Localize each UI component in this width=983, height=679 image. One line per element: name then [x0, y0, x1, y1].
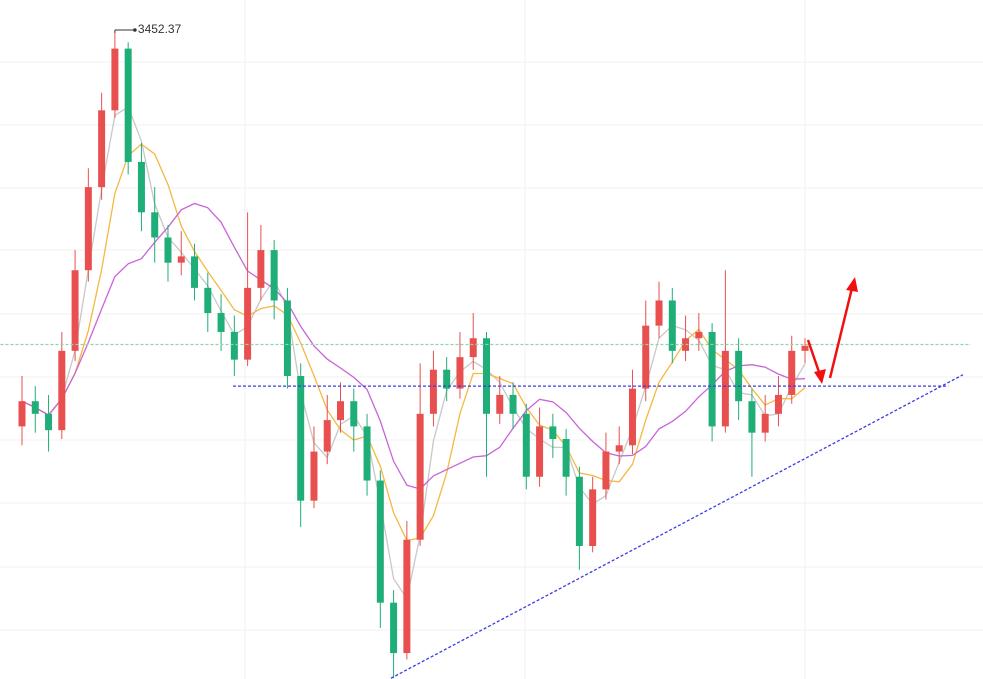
candle-body — [774, 394, 782, 414]
candle-body — [628, 388, 636, 446]
candle-body — [735, 350, 743, 402]
candle-body — [602, 451, 610, 490]
candle-body — [337, 401, 345, 421]
candle-body — [456, 357, 464, 389]
candle-body — [257, 250, 265, 288]
candle-body — [230, 331, 238, 360]
candle-body — [390, 602, 398, 654]
candle-body — [761, 413, 769, 433]
candle-body — [283, 300, 291, 377]
candle-body — [124, 48, 132, 162]
candle-body — [549, 426, 557, 439]
candle-body — [403, 539, 411, 654]
candle-body — [416, 413, 424, 540]
candle-body — [509, 394, 517, 414]
arrow-head — [814, 369, 826, 384]
arrow — [828, 287, 854, 379]
candle-body — [668, 300, 676, 351]
candle-body — [98, 110, 106, 188]
arrow-head — [846, 277, 858, 292]
candle-body — [469, 338, 477, 358]
candle-body — [310, 451, 318, 501]
candle-body — [204, 287, 212, 314]
candle-body — [151, 212, 159, 238]
candle-body — [71, 270, 79, 351]
candle-body — [589, 489, 597, 547]
candle-body — [244, 287, 252, 360]
candle-body — [721, 350, 729, 427]
candle-body — [748, 401, 756, 433]
candle-body — [788, 350, 796, 395]
arrow — [806, 339, 822, 376]
candle-body — [482, 338, 490, 414]
candle-body — [31, 401, 39, 414]
candle-body — [496, 394, 504, 414]
candle-body — [575, 476, 583, 547]
candle-body — [615, 445, 623, 452]
candle-body — [84, 187, 92, 271]
candle-body — [164, 237, 172, 263]
moving-average — [21, 143, 806, 542]
candle-body — [297, 376, 305, 501]
candle-body — [443, 369, 451, 389]
candle-body — [18, 401, 26, 427]
candle-body — [536, 426, 544, 477]
candle-body — [695, 331, 703, 339]
arrows — [806, 277, 858, 384]
candle-body — [801, 345, 809, 351]
candle-body — [562, 438, 570, 477]
candle-body — [522, 413, 530, 477]
candle-body — [655, 300, 663, 326]
peak-label: 3452.37 — [138, 22, 182, 36]
moving-average — [21, 202, 806, 490]
candle-body — [191, 256, 199, 288]
reference-line — [390, 374, 964, 679]
candle-body — [270, 250, 278, 301]
candle-body — [708, 331, 716, 427]
candle-body — [429, 369, 437, 414]
candle-body — [45, 413, 53, 431]
plot: 3452.37 — [0, 22, 971, 679]
peak-dot — [133, 28, 137, 32]
candle-body — [376, 480, 384, 603]
candle-body — [642, 325, 650, 389]
candle-body — [323, 420, 331, 452]
candle-body — [111, 48, 119, 111]
candle-body — [350, 401, 358, 427]
candle-body — [137, 161, 145, 213]
candle-body — [177, 256, 185, 263]
candle-body — [363, 426, 371, 481]
candle-body — [217, 313, 225, 332]
candle-body — [58, 350, 66, 431]
